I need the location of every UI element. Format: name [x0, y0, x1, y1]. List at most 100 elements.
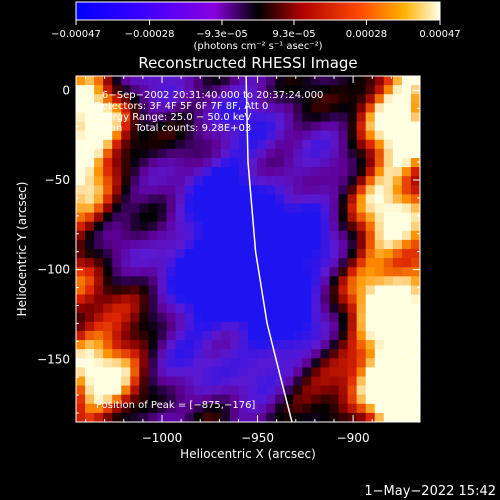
heatmap-cell: [401, 121, 412, 132]
heatmap-cell: [320, 285, 331, 296]
heatmap-cell: [184, 94, 195, 104]
heatmap-cell: [166, 394, 177, 405]
heatmap-cell: [392, 194, 403, 205]
heatmap-cell: [329, 258, 340, 268]
heatmap-cell: [166, 312, 177, 323]
heatmap-cell: [320, 221, 331, 232]
heatmap-cell: [193, 139, 204, 150]
info-block: 6−Sep−2002 20:31:40.000 to 20:37:24.000 …: [94, 90, 323, 134]
heatmap-cell: [211, 349, 222, 359]
heatmap-cell: [365, 112, 376, 123]
heatmap-cell: [320, 385, 331, 396]
heatmap-cell: [311, 294, 322, 305]
heatmap-cell: [94, 167, 104, 177]
heatmap-cell: [103, 367, 113, 378]
heatmap-cell: [338, 203, 349, 214]
heatmap-cell: [229, 258, 240, 268]
heatmap-cell: [85, 176, 95, 186]
heatmap-cell: [148, 385, 159, 396]
colorbar-tick-label: −0.00028: [125, 29, 175, 40]
heatmap-cell: [275, 221, 285, 232]
heatmap-cell: [383, 76, 394, 86]
heatmap-cell: [76, 221, 86, 232]
heatmap-cell: [76, 267, 86, 277]
heatmap-cell: [365, 194, 376, 205]
heatmap-cell: [257, 230, 267, 241]
heatmap-cell: [175, 239, 186, 250]
heatmap-cell: [112, 148, 122, 159]
heatmap-cell: [184, 130, 195, 141]
heatmap-cell: [175, 330, 186, 341]
heatmap-cell: [112, 221, 122, 232]
heatmap-cell: [220, 212, 231, 223]
heatmap-cell: [103, 139, 113, 150]
heatmap-cell: [238, 139, 249, 150]
heatmap-cell: [166, 412, 177, 422]
heatmap-cell: [248, 76, 258, 86]
heatmap-cell: [338, 221, 349, 232]
heatmap-cell: [193, 239, 204, 250]
heatmap-cell: [284, 330, 294, 341]
heatmap-cell: [211, 403, 222, 414]
heatmap-cell: [356, 94, 367, 104]
heatmap-cell: [94, 130, 104, 141]
heatmap-cell: [347, 121, 358, 132]
heatmap-cell: [112, 285, 122, 296]
heatmap-cell: [130, 349, 140, 359]
heatmap-cell: [266, 267, 276, 277]
heatmap-cell: [311, 349, 322, 359]
heatmap-cell: [401, 176, 412, 186]
heatmap-cell: [130, 139, 140, 150]
heatmap-cell: [193, 148, 204, 159]
heatmap-cell: [157, 385, 168, 396]
heatmap-cell: [311, 94, 322, 104]
heatmap-cell: [184, 385, 195, 396]
heatmap-cell: [85, 303, 95, 314]
heatmap-cell: [76, 376, 86, 387]
heatmap-cell: [365, 376, 376, 387]
heatmap-cell: [184, 157, 195, 168]
heatmap-cell: [193, 76, 204, 86]
heatmap-cell: [311, 203, 322, 214]
heatmap-cell: [374, 258, 385, 268]
heatmap-cell: [365, 167, 376, 177]
heatmap-cell: [401, 340, 412, 350]
heatmap-cell: [130, 412, 140, 422]
heatmap-cell: [148, 103, 159, 114]
heatmap-cell: [85, 403, 95, 414]
heatmap-cell: [311, 103, 322, 114]
heatmap-cell: [365, 276, 376, 287]
heatmap-cell: [356, 103, 367, 114]
heatmap-cell: [275, 285, 285, 296]
heatmap-cell: [148, 94, 159, 104]
heatmap-cell: [175, 340, 186, 350]
heatmap-cell: [293, 103, 303, 114]
heatmap-cell: [202, 112, 213, 123]
heatmap-cell: [257, 276, 267, 287]
heatmap-cell: [94, 121, 104, 132]
heatmap-cell: [401, 76, 412, 86]
heatmap-cell: [401, 94, 412, 104]
heatmap-cell: [211, 221, 222, 232]
heatmap-cell: [311, 385, 322, 396]
heatmap-cell: [266, 139, 276, 150]
heatmap-cell: [347, 385, 358, 396]
heatmap-cell: [148, 358, 159, 368]
heatmap-cell: [76, 321, 86, 332]
heatmap-cell: [347, 412, 358, 422]
heatmap-cell: [320, 321, 331, 332]
heatmap-cell: [139, 312, 150, 323]
heatmap-cell: [266, 376, 276, 387]
heatmap-cell: [383, 321, 394, 332]
heatmap-cell: [284, 94, 294, 104]
heatmap-cell: [248, 285, 258, 296]
heatmap-cell: [320, 376, 331, 387]
heatmap-cell: [139, 330, 150, 341]
heatmap-cell: [121, 267, 131, 277]
heatmap-cell: [266, 176, 276, 186]
heatmap-cell: [85, 258, 95, 268]
heatmap-cell: [338, 103, 349, 114]
heatmap-cell: [103, 230, 113, 241]
heatmap-cell: [130, 112, 140, 123]
